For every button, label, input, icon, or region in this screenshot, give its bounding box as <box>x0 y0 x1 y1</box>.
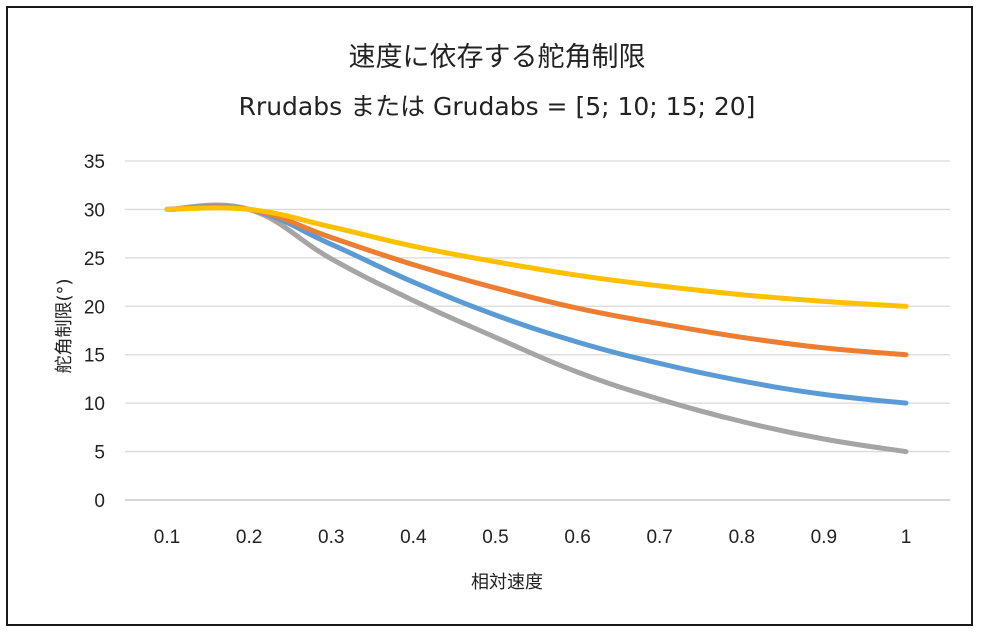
y-tick-label: 25 <box>84 249 105 270</box>
x-tick-label: 0.1 <box>154 527 180 548</box>
x-tick-label: 0.8 <box>729 527 755 548</box>
y-axis-title: 舵角制限(°) <box>54 278 75 373</box>
x-tick-label: 0.7 <box>646 527 672 548</box>
x-axis-title: 相対速度 <box>471 572 543 593</box>
y-tick-label: 30 <box>84 200 105 221</box>
chart-title: 速度に依存する舵角制限 <box>349 42 646 73</box>
chart-subtitle: Rrudabs または Grudabs = [5; 10; 15; 20] <box>239 92 756 121</box>
x-tick-label: 1 <box>901 527 912 548</box>
y-tick-label: 15 <box>84 346 105 367</box>
y-tick-label: 10 <box>84 394 105 415</box>
y-tick-labels: 0 5 10 15 20 25 30 35 <box>84 152 105 512</box>
x-tick-label: 0.9 <box>811 527 837 548</box>
y-tick-label: 5 <box>94 443 105 464</box>
y-tick-label: 35 <box>84 152 105 173</box>
series-line-3 <box>164 204 909 358</box>
series-line-1 <box>164 202 909 455</box>
x-tick-label: 0.4 <box>400 527 427 548</box>
x-tick-labels: 0.1 0.2 0.3 0.4 0.5 0.6 0.7 0.8 0.9 1 <box>154 527 912 548</box>
series-lines <box>164 202 909 455</box>
series-line-4 <box>164 205 909 309</box>
series-line-2 <box>164 203 909 406</box>
y-tick-label: 0 <box>94 491 105 512</box>
x-tick-label: 0.3 <box>318 527 344 548</box>
gridlines <box>125 160 950 501</box>
chart-frame <box>6 6 973 626</box>
x-tick-label: 0.6 <box>564 527 590 548</box>
y-tick-label: 20 <box>84 297 105 318</box>
x-tick-label: 0.5 <box>482 527 508 548</box>
x-tick-label: 0.2 <box>236 527 262 548</box>
